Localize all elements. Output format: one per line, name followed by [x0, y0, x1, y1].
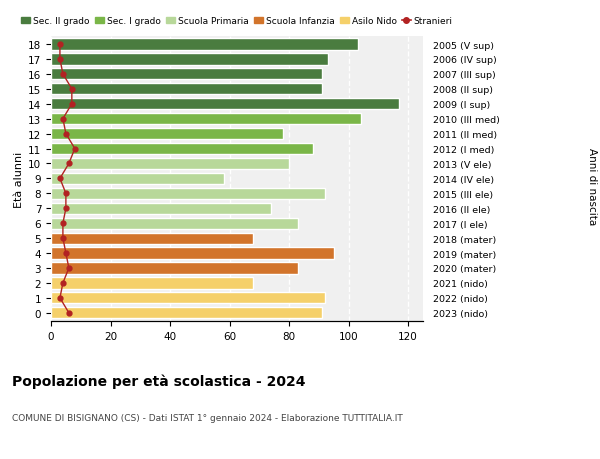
Bar — [51, 99, 399, 110]
Bar — [51, 158, 289, 170]
Bar — [51, 293, 325, 304]
Text: Popolazione per età scolastica - 2024: Popolazione per età scolastica - 2024 — [12, 374, 305, 389]
Y-axis label: Età alunni: Età alunni — [14, 151, 24, 207]
Bar — [51, 233, 253, 244]
Bar — [51, 308, 322, 319]
Bar — [51, 248, 334, 259]
Bar — [51, 218, 298, 230]
Bar — [51, 278, 253, 289]
Bar — [51, 203, 271, 214]
Legend: Sec. II grado, Sec. I grado, Scuola Primaria, Scuola Infanzia, Asilo Nido, Stran: Sec. II grado, Sec. I grado, Scuola Prim… — [18, 13, 456, 29]
Bar — [51, 129, 283, 140]
Bar — [51, 84, 322, 95]
Bar — [51, 54, 328, 65]
Bar — [51, 39, 358, 50]
Bar — [51, 263, 298, 274]
Bar — [51, 69, 322, 80]
Text: COMUNE DI BISIGNANO (CS) - Dati ISTAT 1° gennaio 2024 - Elaborazione TUTTITALIA.: COMUNE DI BISIGNANO (CS) - Dati ISTAT 1°… — [12, 413, 403, 422]
Text: Anni di nascita: Anni di nascita — [587, 147, 597, 224]
Bar — [51, 144, 313, 155]
Bar — [51, 174, 224, 185]
Bar — [51, 114, 361, 125]
Bar — [51, 188, 325, 200]
